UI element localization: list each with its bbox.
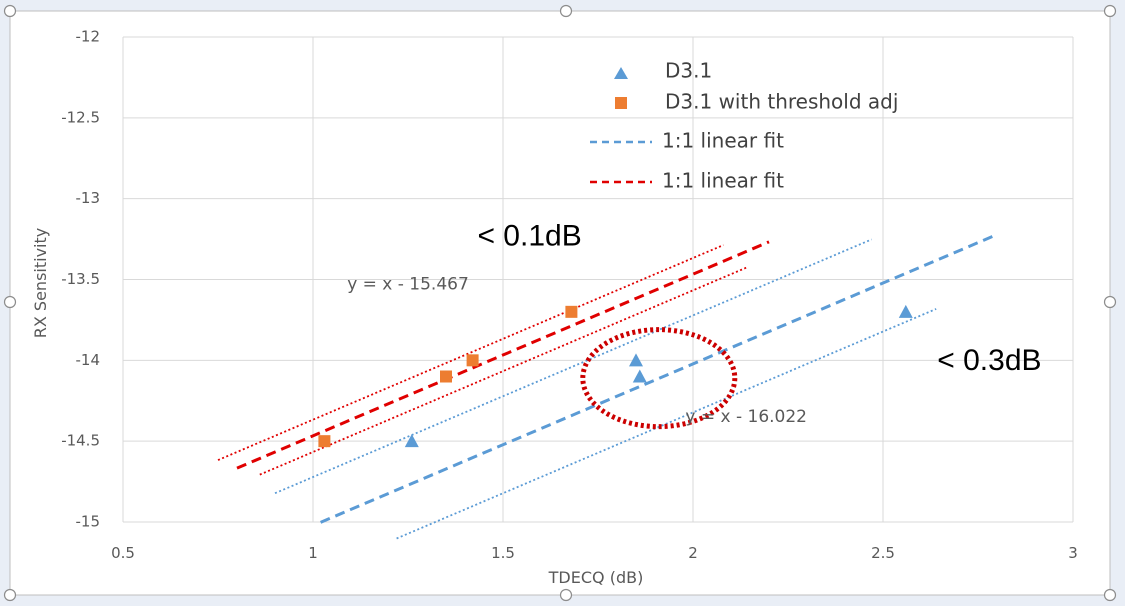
fit-lines xyxy=(236,234,994,524)
x-tick-label: 1 xyxy=(308,544,318,562)
data-point-square xyxy=(440,370,452,383)
data-point-square xyxy=(466,354,479,367)
legend-marker-square xyxy=(615,97,627,109)
data-point-triangle xyxy=(629,353,643,367)
fit-bands xyxy=(217,238,937,540)
y-tick-label: -14 xyxy=(76,351,101,369)
fit-line xyxy=(236,240,770,470)
legend-marker-triangle xyxy=(614,67,628,79)
x-tick-label: 2 xyxy=(688,544,698,562)
fit-line xyxy=(320,234,994,524)
resize-handle-left[interactable] xyxy=(3,295,17,309)
y-tick-label: -14.5 xyxy=(61,432,100,450)
fit-equation-label: y = x - 16.022 xyxy=(685,407,807,427)
legend: D3.1 D3.1 with threshold adj 1:1 linear … xyxy=(590,59,898,193)
y-tick-label: -12 xyxy=(76,28,101,46)
data-point-square xyxy=(318,435,331,448)
x-axis-ticks: 0.5 1 1.5 2 2.5 3 xyxy=(111,544,1078,562)
annotation-label: < 0.3dB xyxy=(937,344,1041,377)
fit-band-line xyxy=(217,244,724,461)
data-point-square xyxy=(565,305,578,318)
selection-handles[interactable] xyxy=(3,4,1117,602)
resize-handle-top[interactable] xyxy=(559,4,573,18)
legend-label-series-1: D3.1 xyxy=(665,59,712,83)
gridlines xyxy=(122,36,1074,523)
annotations: < 0.1dB < 0.3dB xyxy=(477,219,1041,376)
resize-handle-bottom-left[interactable] xyxy=(3,588,17,602)
y-tick-label: -12.5 xyxy=(61,108,100,126)
legend-label-red-fit: 1:1 linear fit xyxy=(662,169,784,193)
annotation-label: < 0.1dB xyxy=(477,219,581,252)
y-tick-label: -15 xyxy=(76,513,101,531)
resize-handle-top-right[interactable] xyxy=(1103,4,1117,18)
chart-area xyxy=(9,10,1111,596)
data-point-triangle xyxy=(404,434,419,448)
fit-equation-label: y = x - 15.467 xyxy=(347,274,469,294)
y-tick-label: -13 xyxy=(76,189,101,207)
fit-equations: y = x - 16.022 y = x - 15.467 xyxy=(347,274,807,427)
fit-band-line xyxy=(274,238,872,495)
resize-handle-right[interactable] xyxy=(1103,295,1117,309)
x-tick-label: 2.5 xyxy=(871,544,895,562)
data-points xyxy=(318,304,913,448)
data-point-triangle xyxy=(632,369,647,383)
highlight-ellipse-group xyxy=(580,327,738,430)
y-axis-ticks: -12 -12.5 -13 -13.5 -14 -14.5 -15 xyxy=(61,28,100,531)
resize-handle-top-left[interactable] xyxy=(3,4,17,18)
x-tick-label: 3 xyxy=(1068,544,1078,562)
data-point-triangle xyxy=(898,304,913,318)
highlight-ellipse xyxy=(580,327,738,430)
x-axis-title: TDECQ (dB) xyxy=(548,568,644,587)
legend-label-blue-fit: 1:1 linear fit xyxy=(662,129,784,153)
legend-label-series-2: D3.1 with threshold adj xyxy=(665,90,898,114)
y-axis-title: RX Sensitivity xyxy=(31,228,50,338)
x-tick-label: 1.5 xyxy=(491,544,515,562)
y-tick-label: -13.5 xyxy=(61,270,100,288)
resize-handle-bottom-right[interactable] xyxy=(1103,588,1117,602)
resize-handle-bottom[interactable] xyxy=(559,588,573,602)
fit-band-line xyxy=(396,308,937,540)
x-tick-label: 0.5 xyxy=(111,544,135,562)
